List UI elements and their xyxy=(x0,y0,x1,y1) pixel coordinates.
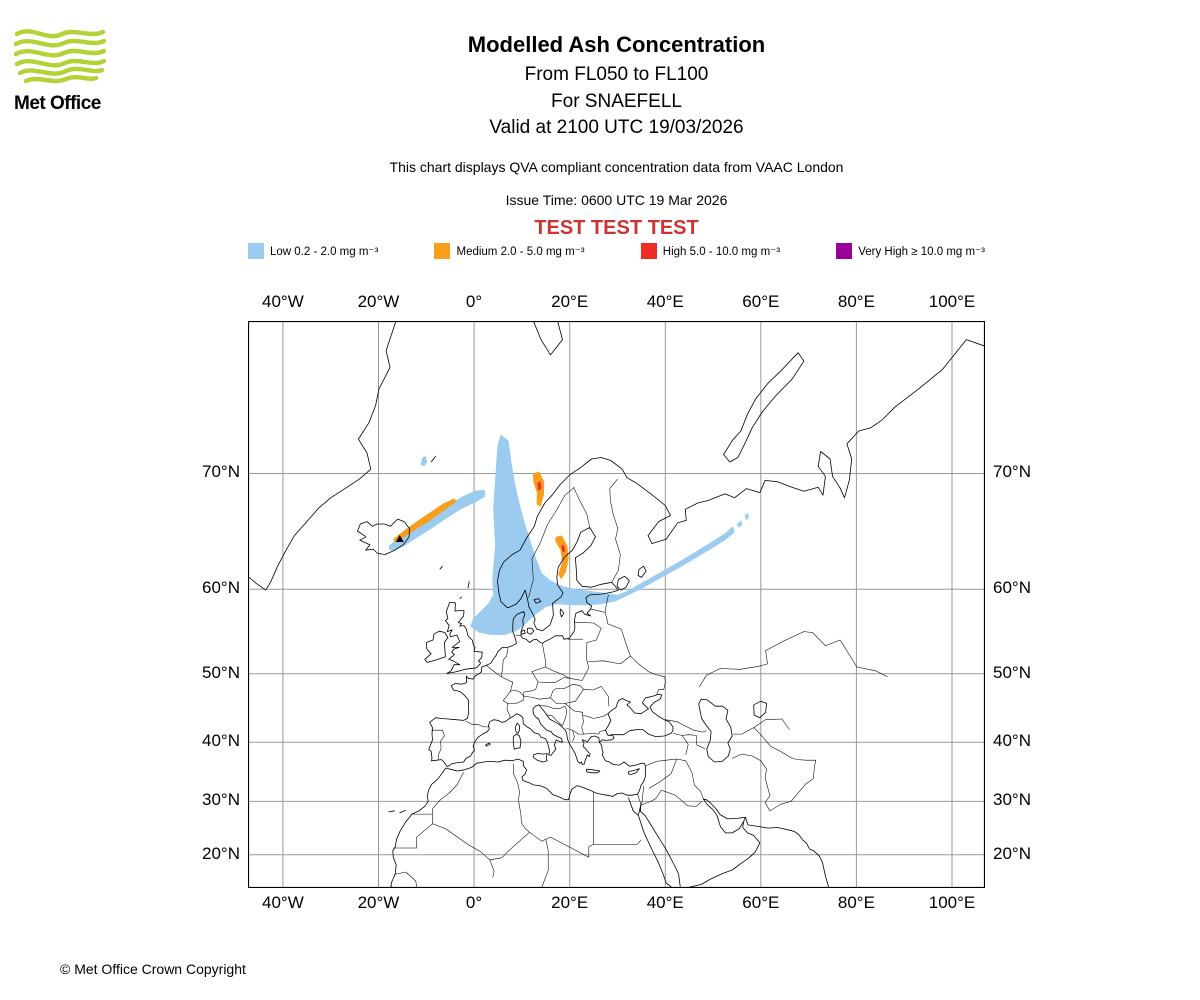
legend-swatch xyxy=(640,243,657,259)
ash-concentration-layer xyxy=(389,434,749,635)
ash-region-low xyxy=(389,489,486,551)
flight-levels-subtitle: From FL050 to FL100 xyxy=(524,64,709,85)
lat-tick-label: 30°N xyxy=(202,790,240,810)
lat-tick-label: 40°N xyxy=(202,731,240,751)
lon-tick-label: 0° xyxy=(465,893,483,912)
lat-tick-label: 20°N xyxy=(202,843,240,863)
lat-tick-label: 30°N xyxy=(993,790,1031,810)
lat-tick-label: 40°N xyxy=(993,731,1031,751)
ash-region-low xyxy=(420,456,428,467)
volcano-subtitle: For SNAEFELL xyxy=(551,91,682,112)
lon-tick-label: 40°E xyxy=(646,292,684,311)
lon-tick-label: 80°E xyxy=(837,292,875,311)
lat-tick-label: 50°N xyxy=(993,662,1031,682)
legend-item: High 5.0 - 10.0 mg m⁻³ xyxy=(640,243,781,259)
lat-tick-label: 60°N xyxy=(993,578,1031,598)
lat-tick-label: 70°N xyxy=(993,462,1031,482)
lon-tick-label: 20°W xyxy=(357,893,400,912)
lon-tick-label: 80°E xyxy=(837,893,875,912)
legend-label: Medium 2.0 - 5.0 mg m⁻³ xyxy=(456,246,585,258)
legend-swatch xyxy=(248,243,264,259)
map-frame xyxy=(248,321,985,888)
ash-region-high xyxy=(561,544,565,553)
lat-tick-label: 20°N xyxy=(993,843,1031,863)
lon-tick-label: 100°E xyxy=(928,893,976,912)
valid-time-subtitle: Valid at 2100 UTC 19/03/2026 xyxy=(489,117,744,138)
lat-tick-label: 70°N xyxy=(202,462,240,482)
issue-time: Issue Time: 0600 UTC 19 Mar 2026 xyxy=(505,192,728,208)
lon-tick-label: 40°W xyxy=(261,292,304,311)
legend-label: High 5.0 - 10.0 mg m⁻³ xyxy=(662,246,781,258)
legend: Low 0.2 - 2.0 mg m⁻³ Medium 2.0 - 5.0 mg … xyxy=(248,243,985,259)
lon-tick-label: 20°E xyxy=(551,893,589,912)
legend-swatch xyxy=(836,243,853,259)
lat-tick-label: 50°N xyxy=(202,662,240,682)
test-banner: TEST TEST TEST xyxy=(534,217,699,239)
legend-item: Low 0.2 - 2.0 mg m⁻³ xyxy=(248,243,378,259)
lon-tick-label: 60°E xyxy=(742,292,780,311)
lon-tick-label: 60°E xyxy=(742,893,780,912)
met-office-logo-waves xyxy=(13,29,107,84)
ash-region-medium xyxy=(555,535,569,580)
ash-map xyxy=(248,321,985,888)
lon-tick-label: 100°E xyxy=(928,292,976,311)
qva-note: This chart displays QVA compliant concen… xyxy=(389,159,844,175)
copyright: © Met Office Crown Copyright xyxy=(60,961,246,977)
volcano-marker xyxy=(395,535,404,543)
coastlines xyxy=(248,321,985,888)
met-office-logo-text: Met Office xyxy=(14,93,101,114)
ash-region-high xyxy=(537,481,542,491)
page-title: Modelled Ash Concentration xyxy=(467,32,766,57)
lon-tick-label: 40°W xyxy=(261,893,304,912)
ash-region-low xyxy=(470,434,735,635)
lon-tick-label: 20°E xyxy=(551,292,589,311)
legend-swatch xyxy=(434,243,451,259)
legend-item: Medium 2.0 - 5.0 mg m⁻³ xyxy=(434,243,585,259)
ash-region-low xyxy=(736,520,743,528)
legend-item: Very High ≥ 10.0 mg m⁻³ xyxy=(836,243,985,259)
met-office-logo: Met Office xyxy=(13,26,110,115)
lon-tick-label: 0° xyxy=(465,292,483,311)
legend-label: Low 0.2 - 2.0 mg m⁻³ xyxy=(270,246,379,258)
legend-label: Very High ≥ 10.0 mg m⁻³ xyxy=(858,246,985,258)
lon-tick-label: 40°E xyxy=(646,893,684,912)
lat-tick-label: 60°N xyxy=(202,578,240,598)
country-borders xyxy=(393,478,888,888)
ash-region-medium xyxy=(393,498,457,543)
grid-lines xyxy=(248,321,985,888)
ash-region-low xyxy=(744,513,749,521)
lon-tick-label: 20°W xyxy=(357,292,400,311)
